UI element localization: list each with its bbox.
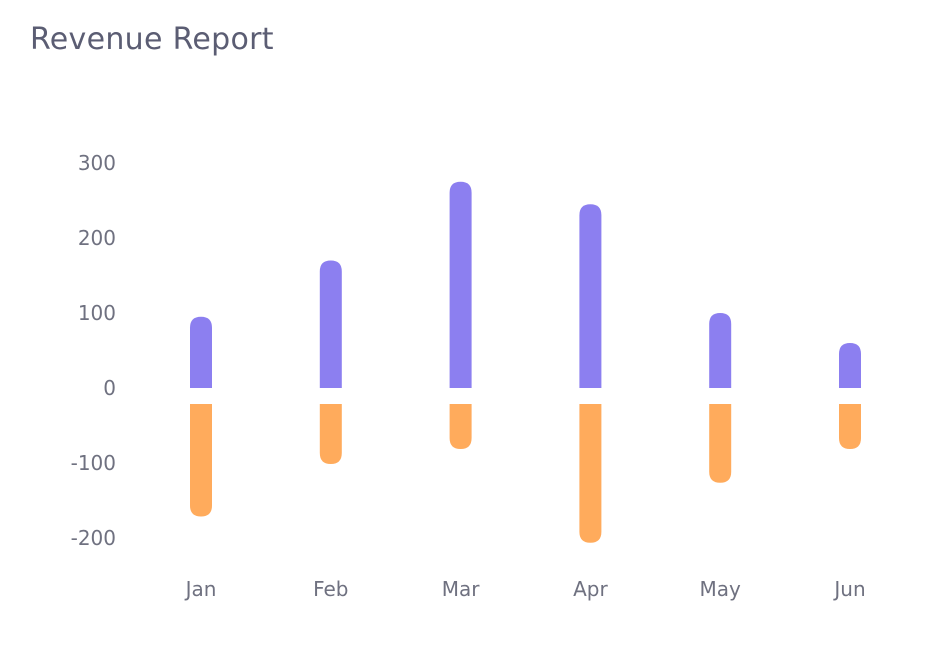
x-tick-label-jan: Jan <box>184 577 217 601</box>
bar-positive-jun <box>839 343 861 388</box>
bar-positive-mar <box>449 181 472 388</box>
x-tick-label-apr: Apr <box>573 577 608 601</box>
y-tick-label: 200 <box>78 226 116 250</box>
bar-positive-feb <box>319 260 342 388</box>
bar-positive-apr <box>579 204 602 388</box>
bar-negative-apr <box>579 404 602 543</box>
bar-positive-jan <box>190 316 212 388</box>
bar-negative-feb <box>319 404 342 464</box>
x-tick-label-feb: Feb <box>313 577 348 601</box>
y-axis: 300 200 100 0 -100 -200 <box>71 151 116 550</box>
bars <box>190 181 861 543</box>
bar-negative-mar <box>449 404 472 449</box>
x-tick-label-may: May <box>700 577 742 601</box>
y-tick-label: -100 <box>71 451 116 475</box>
bar-negative-jun <box>839 404 861 449</box>
y-tick-label: 0 <box>103 376 116 400</box>
y-tick-label: 300 <box>78 151 116 175</box>
chart-title: Revenue Report <box>30 22 274 57</box>
bar-negative-jan <box>190 404 212 517</box>
x-tick-label-jun: Jun <box>832 577 865 601</box>
x-tick-label-mar: Mar <box>442 577 481 601</box>
y-tick-label: 100 <box>78 301 116 325</box>
bar-negative-may <box>709 404 732 483</box>
x-axis: Jan Feb Mar Apr May Jun <box>184 577 866 601</box>
bar-positive-may <box>709 313 732 388</box>
y-tick-label: -200 <box>71 526 116 550</box>
